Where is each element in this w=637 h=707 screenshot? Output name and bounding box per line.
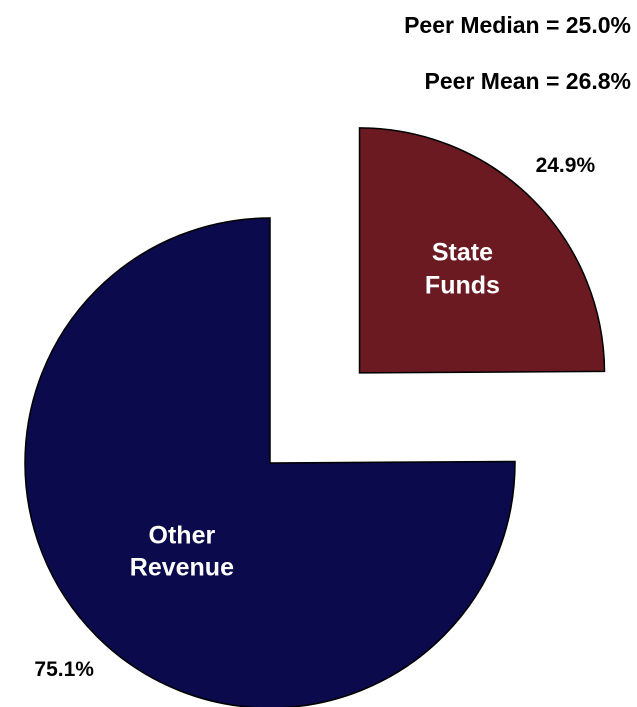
slice-label: State Funds: [424, 238, 500, 300]
value-label: 24.9%: [535, 153, 596, 177]
slice-label: Other Revenue: [129, 521, 234, 582]
pie-slice: [24, 217, 516, 707]
pie-slice: [358, 127, 606, 374]
peer-median: Peer Median = 25.0%: [404, 12, 631, 38]
peer-mean: Peer Mean = 26.8%: [424, 68, 631, 94]
value-label: 75.1%: [34, 658, 94, 682]
